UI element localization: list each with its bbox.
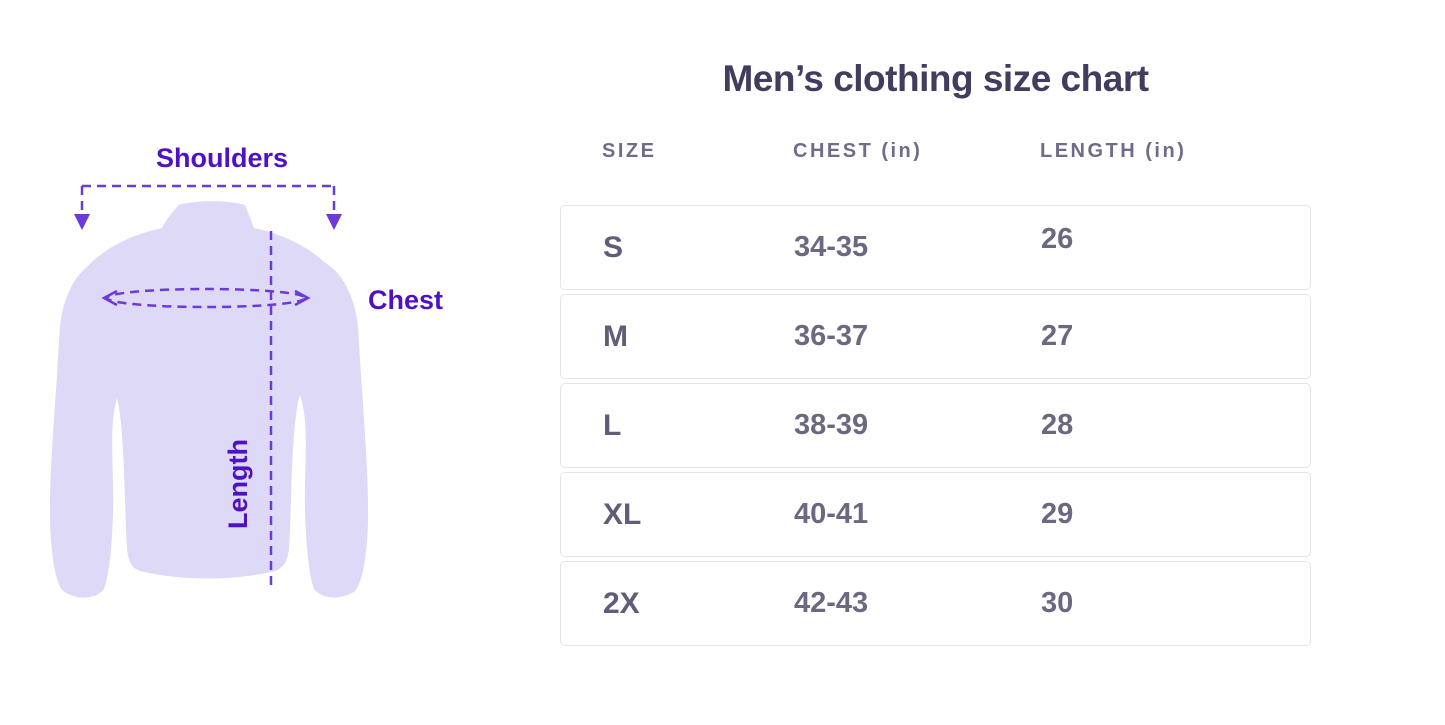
length-label: Length xyxy=(223,439,253,529)
table-body: S 34-35 26 M 36-37 27 L 38-39 28 XL 40-4… xyxy=(560,205,1311,646)
chest-arrow-left-icon xyxy=(101,289,118,307)
table-row-l: L 38-39 28 xyxy=(560,383,1311,468)
length-cell: 30 xyxy=(1041,587,1074,619)
table-row-m: M 36-37 27 xyxy=(560,294,1311,379)
length-cell: 29 xyxy=(1041,498,1074,530)
shoulders-label: Shoulders xyxy=(156,143,288,173)
length-cell: 26 xyxy=(1041,223,1074,255)
arrow-down-right-icon xyxy=(326,214,342,230)
chest-cell: 34-35 xyxy=(794,231,869,263)
shirt-body-shape xyxy=(63,201,353,579)
size-cell: M xyxy=(603,319,628,353)
shirt-measurement-diagram: Shoulders Chest Length xyxy=(49,143,443,598)
chest-cell: 40-41 xyxy=(794,498,869,530)
chest-measure-ellipse xyxy=(105,287,307,309)
length-cell: 28 xyxy=(1041,409,1074,441)
column-header-size: SIZE xyxy=(602,140,657,162)
chest-label: Chest xyxy=(368,285,443,315)
table-header-row: SIZE CHEST (in) LENGTH (in) xyxy=(560,140,1311,163)
arrow-down-left-icon xyxy=(74,214,90,230)
shirt-left-sleeve-shape xyxy=(49,255,123,598)
table-row-xl: XL 40-41 29 xyxy=(560,472,1311,557)
table-row-s: S 34-35 26 xyxy=(560,205,1311,290)
size-cell: S xyxy=(603,230,624,264)
chest-cell: 42-43 xyxy=(794,587,869,619)
table-row-2x: 2X 42-43 30 xyxy=(560,561,1311,646)
chest-cell: 36-37 xyxy=(794,320,869,352)
column-header-chest: CHEST (in) xyxy=(793,140,923,162)
shirt-right-sleeve-shape xyxy=(295,255,369,598)
size-cell: XL xyxy=(603,497,642,531)
column-header-length: LENGTH (in) xyxy=(1040,140,1187,162)
size-cell: L xyxy=(603,408,622,442)
size-chart-table: Men’s clothing size chart SIZE CHEST (in… xyxy=(560,0,1311,725)
chest-arrow-right-icon xyxy=(294,289,311,307)
chest-cell: 38-39 xyxy=(794,409,869,441)
size-cell: 2X xyxy=(603,586,640,620)
length-cell: 27 xyxy=(1041,320,1074,352)
page-title: Men’s clothing size chart xyxy=(722,58,1149,99)
